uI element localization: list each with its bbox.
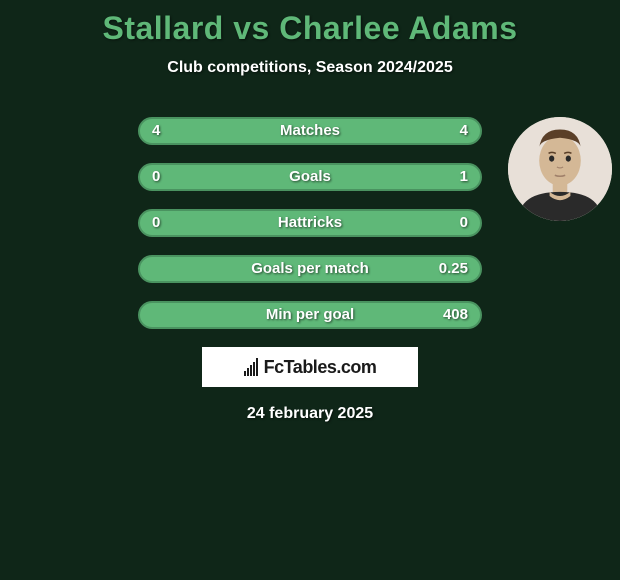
stat-row: 0 Hattricks 0 (138, 209, 482, 237)
stat-value-right: 1 (460, 165, 468, 189)
stat-value-right: 408 (443, 303, 468, 327)
stat-label: Matches (140, 119, 480, 143)
stat-value-right: 0 (460, 211, 468, 235)
bars-icon (244, 358, 258, 376)
stat-row: Goals per match 0.25 (138, 255, 482, 283)
stat-label: Hattricks (140, 211, 480, 235)
player-right-column (508, 117, 612, 221)
stat-value-right: 4 (460, 119, 468, 143)
fctables-logo: FcTables.com (202, 347, 418, 387)
logo-text: FcTables.com (264, 357, 377, 378)
stat-label: Goals per match (140, 257, 480, 281)
stat-row: 4 Matches 4 (138, 117, 482, 145)
stat-label: Min per goal (140, 303, 480, 327)
comparison-body: 4 Matches 4 0 Goals 1 0 Hattricks 0 Goal… (0, 117, 620, 423)
stat-rows: 4 Matches 4 0 Goals 1 0 Hattricks 0 Goal… (138, 117, 482, 329)
stat-value-right: 0.25 (439, 257, 468, 281)
stat-row: Min per goal 408 (138, 301, 482, 329)
date-line: 24 february 2025 (0, 405, 620, 423)
stat-row: 0 Goals 1 (138, 163, 482, 191)
player-left-column (8, 117, 18, 135)
stat-label: Goals (140, 165, 480, 189)
subtitle: Club competitions, Season 2024/2025 (0, 59, 620, 77)
comparison-title: Stallard vs Charlee Adams (0, 0, 620, 47)
player-right-avatar (508, 117, 612, 221)
